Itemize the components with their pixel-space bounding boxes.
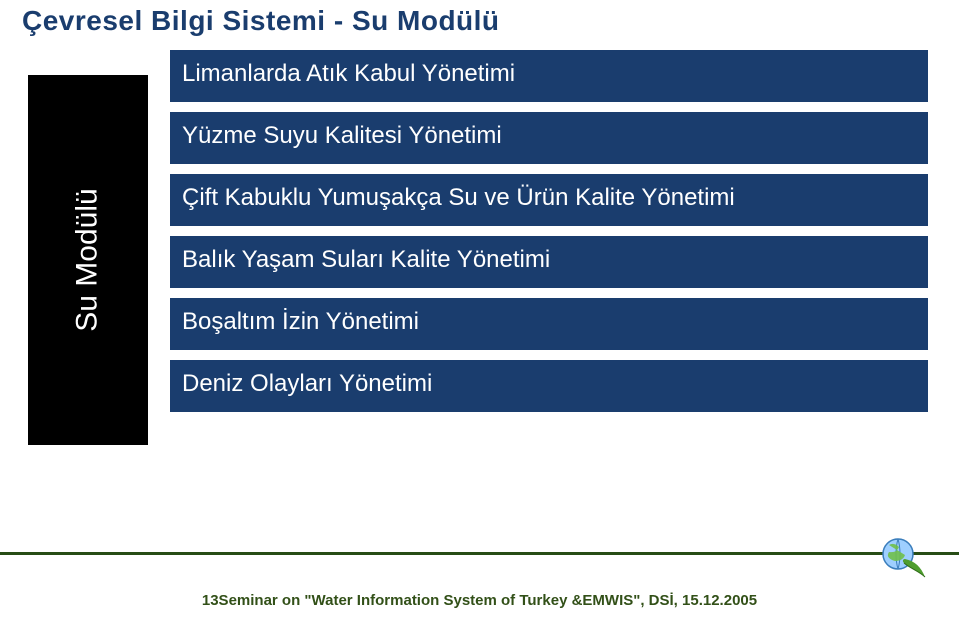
footer-text: 13Seminar on "Water Information System o… <box>0 592 959 609</box>
module-list: Limanlarda Atık Kabul Yönetimi Yüzme Suy… <box>170 50 928 412</box>
module-item: Çift Kabuklu Yumuşakça Su ve Ürün Kalite… <box>170 174 928 226</box>
globe-leaf-icon <box>881 537 927 579</box>
footer-divider <box>0 552 959 555</box>
module-item: Boşaltım İzin Yönetimi <box>170 298 928 350</box>
slide: Çevresel Bilgi Sistemi - Su Modülü Su Mo… <box>0 0 959 627</box>
module-item: Balık Yaşam Suları Kalite Yönetimi <box>170 236 928 288</box>
sidebar-module-box: Su Modülü <box>28 75 148 445</box>
module-item: Limanlarda Atık Kabul Yönetimi <box>170 50 928 102</box>
sidebar-module-label: Su Modülü <box>71 188 105 331</box>
module-item: Deniz Olayları Yönetimi <box>170 360 928 412</box>
page-title: Çevresel Bilgi Sistemi - Su Modülü <box>22 5 500 37</box>
module-item: Yüzme Suyu Kalitesi Yönetimi <box>170 112 928 164</box>
